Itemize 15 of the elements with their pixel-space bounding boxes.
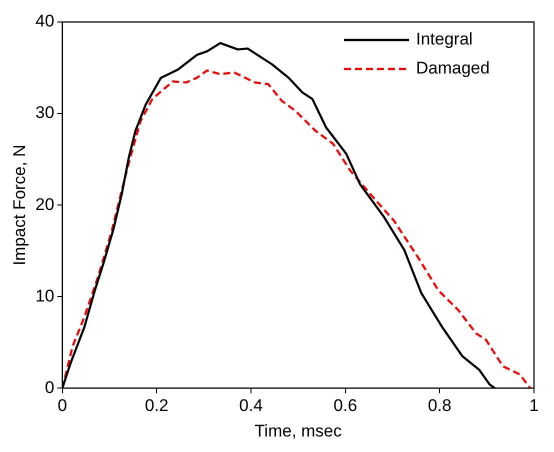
x-tick-label: 0 <box>58 396 68 416</box>
y-tick-label: 10 <box>35 286 54 306</box>
y-tick-label: 20 <box>35 194 54 214</box>
y-tick-label: 40 <box>35 12 54 31</box>
x-tick-label: 0.4 <box>239 396 263 416</box>
y-tick-label: 30 <box>35 103 54 122</box>
y-axis-title: Impact Force, N <box>10 144 29 266</box>
legend-label: Integral <box>416 30 473 49</box>
x-tick-label: 1 <box>529 396 539 416</box>
x-tick-label: 0.2 <box>144 396 168 416</box>
legend-label: Damaged <box>416 58 490 78</box>
x-tick-label: 0.8 <box>428 396 452 416</box>
y-tick-label: 0 <box>44 378 54 397</box>
x-tick-label: 0.6 <box>334 396 358 416</box>
x-axis-title: Time, msec <box>254 421 342 440</box>
